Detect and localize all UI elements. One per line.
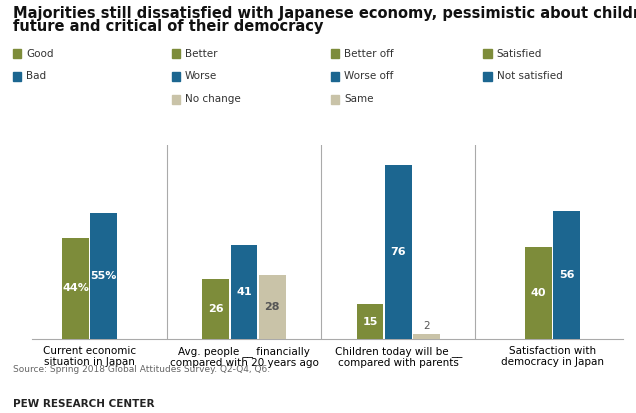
Text: Bad: Bad <box>26 71 46 81</box>
Text: Worse off: Worse off <box>344 71 394 81</box>
Bar <box>413 334 440 339</box>
Text: Satisfied: Satisfied <box>497 49 542 59</box>
Text: 76: 76 <box>391 247 406 257</box>
Text: Better: Better <box>185 49 218 59</box>
Bar <box>202 279 229 339</box>
Text: Same: Same <box>344 94 373 104</box>
Text: 26: 26 <box>208 304 223 314</box>
Text: Not satisfied: Not satisfied <box>497 71 562 81</box>
Text: 41: 41 <box>236 287 252 297</box>
Bar <box>90 213 117 339</box>
Bar <box>553 211 580 339</box>
Text: 2: 2 <box>423 320 430 331</box>
Bar <box>230 245 258 339</box>
Text: 56: 56 <box>559 270 574 280</box>
Bar <box>385 165 411 339</box>
Text: 55%: 55% <box>90 271 117 281</box>
Bar <box>525 247 552 339</box>
Text: PEW RESEARCH CENTER: PEW RESEARCH CENTER <box>13 399 154 409</box>
Text: Majorities still dissatisfied with Japanese economy, pessimistic about children’: Majorities still dissatisfied with Japan… <box>13 6 636 21</box>
Text: 40: 40 <box>530 288 546 298</box>
Text: 44%: 44% <box>62 283 89 293</box>
Text: Source: Spring 2018 Global Attitudes Survey. Q2-Q4, Q6.: Source: Spring 2018 Global Attitudes Sur… <box>13 365 270 374</box>
Bar <box>62 238 89 339</box>
Text: 28: 28 <box>265 301 280 312</box>
Text: Good: Good <box>26 49 53 59</box>
Bar <box>357 304 384 339</box>
Text: future and critical of their democracy: future and critical of their democracy <box>13 19 323 33</box>
Bar <box>259 275 286 339</box>
Text: No change: No change <box>185 94 241 104</box>
Text: Better off: Better off <box>344 49 394 59</box>
Text: 15: 15 <box>363 316 378 327</box>
Text: Worse: Worse <box>185 71 218 81</box>
